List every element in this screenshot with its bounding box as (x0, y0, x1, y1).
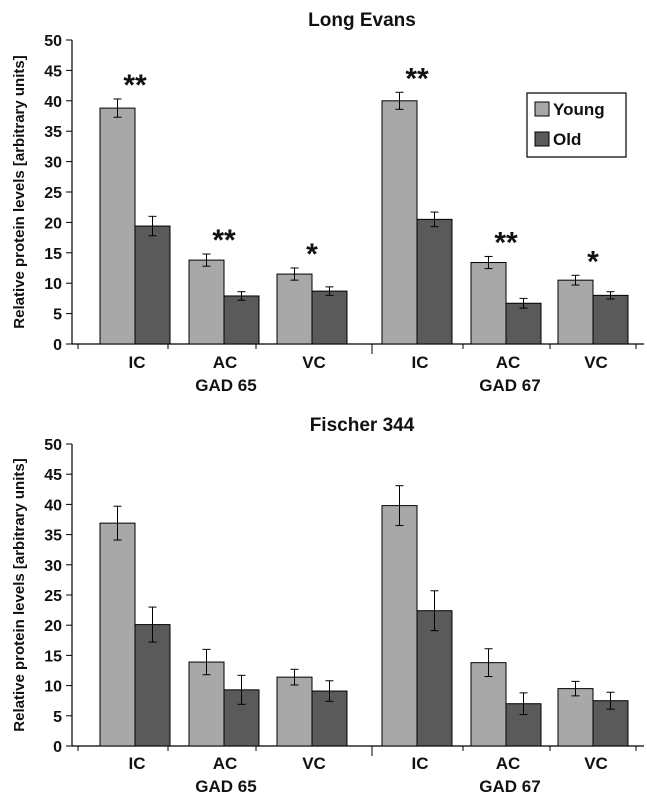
significance-marker: ** (405, 62, 429, 95)
bar-old (416, 610, 453, 747)
bar-old (223, 295, 260, 345)
y-tick-label: 10 (44, 679, 62, 696)
x-tick-label: AC (496, 353, 521, 372)
x-tick-label: AC (496, 754, 521, 773)
group-label: GAD 65 (195, 376, 256, 395)
bar-old (416, 218, 453, 345)
legend-swatch (534, 131, 550, 147)
x-tick-label: IC (412, 353, 429, 372)
bar-young (99, 107, 136, 345)
significance-marker: ** (123, 69, 147, 102)
group-label: GAD 67 (479, 777, 540, 796)
bar-young (381, 100, 418, 345)
y-tick-label: 15 (44, 648, 62, 665)
y-tick-label: 35 (44, 124, 62, 141)
bar-young (188, 259, 225, 345)
x-tick-label: IC (412, 754, 429, 773)
chart-title: Long Evans (308, 10, 416, 31)
y-axis-label: Relative protein levels [arbitrary units… (11, 458, 28, 731)
chart-title: Fischer 344 (310, 415, 415, 436)
y-tick-label: 45 (44, 63, 62, 80)
bar-young (99, 522, 136, 747)
y-axis-label: Relative protein levels [arbitrary units… (11, 55, 28, 328)
y-tick-label: 35 (44, 528, 62, 545)
legend: Young Old (526, 92, 627, 158)
y-tick-label: 30 (44, 155, 62, 172)
y-tick-label: 5 (53, 709, 62, 726)
legend-label: Young (553, 100, 605, 119)
y-tick-label: 10 (44, 276, 62, 293)
y-tick-label: 40 (44, 497, 62, 514)
significance-marker: ** (212, 224, 236, 257)
y-tick-label: 50 (44, 33, 62, 50)
group-label: GAD 65 (195, 777, 256, 796)
bar-young (470, 262, 507, 345)
x-tick-label: VC (584, 754, 608, 773)
y-tick-label: 20 (44, 215, 62, 232)
bar-young (381, 505, 418, 747)
x-tick-label: AC (213, 353, 238, 372)
x-tick-label: IC (129, 754, 146, 773)
bar-young (276, 676, 313, 747)
y-tick-label: 5 (53, 307, 62, 324)
group-label: GAD 67 (479, 376, 540, 395)
bar-young (276, 273, 313, 345)
y-tick-label: 50 (44, 437, 62, 454)
significance-marker: * (587, 245, 599, 278)
bar-young (557, 688, 594, 747)
y-tick-label: 0 (53, 337, 62, 354)
significance-marker: * (306, 238, 318, 271)
legend-swatch (534, 101, 550, 117)
chart-panel: Long Evans Relative protein levels [arbit… (11, 10, 644, 395)
legend-label: Old (553, 130, 581, 149)
bar-young (557, 279, 594, 345)
y-tick-label: 30 (44, 558, 62, 575)
x-tick-label: AC (213, 754, 238, 773)
x-tick-label: IC (129, 353, 146, 372)
x-tick-label: VC (584, 353, 608, 372)
bar-young (470, 662, 507, 747)
bar-old (134, 624, 171, 747)
y-tick-label: 0 (53, 739, 62, 756)
y-tick-label: 45 (44, 467, 62, 484)
y-tick-label: 25 (44, 185, 62, 202)
bar-old (311, 290, 348, 345)
y-tick-label: 25 (44, 588, 62, 605)
bar-old (505, 302, 542, 345)
y-tick-label: 20 (44, 618, 62, 635)
y-tick-label: 15 (44, 246, 62, 263)
significance-marker: ** (494, 226, 518, 259)
y-tick-label: 40 (44, 94, 62, 111)
x-tick-label: VC (302, 353, 326, 372)
bar-old (592, 294, 629, 345)
chart-panel: Fischer 344 Relative protein levels [arbi… (11, 415, 644, 796)
x-tick-label: VC (302, 754, 326, 773)
bar-old (134, 225, 171, 345)
